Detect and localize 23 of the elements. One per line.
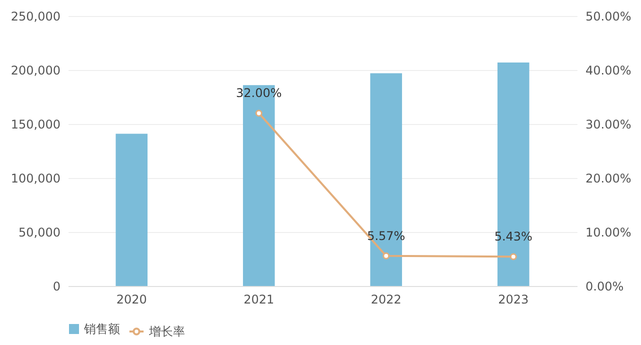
point [510,253,517,260]
y-tick-label: 100,000 [10,172,60,186]
y2-tick-label: 30.00% [586,118,632,132]
bar [370,73,402,286]
y2-tick-label: 20.00% [586,172,632,186]
x-tick-label: 2022 [370,292,402,306]
y2-tick-label: 50.00% [586,10,632,24]
y-tick-label: 0 [52,280,60,294]
bar [116,134,148,286]
y2-tick-label: 0.00% [586,280,624,294]
point [255,110,262,117]
x-tick-label: 2023 [498,292,529,306]
legend-label: 销售额 [83,322,120,336]
point [382,252,390,260]
y2-tick-label: 40.00% [586,64,632,78]
legend-label: 增长率 [148,324,185,338]
y-tick-label: 150,000 [10,118,60,132]
x-tick-label: 2021 [244,292,274,306]
y2-tick-label: 10.00% [586,226,632,240]
x-tick-label: 2020 [116,292,147,306]
y-tick-label: 200,000 [10,64,60,78]
y-tick-label: 50,000 [18,226,60,240]
y-tick-label: 250,000 [10,10,60,24]
